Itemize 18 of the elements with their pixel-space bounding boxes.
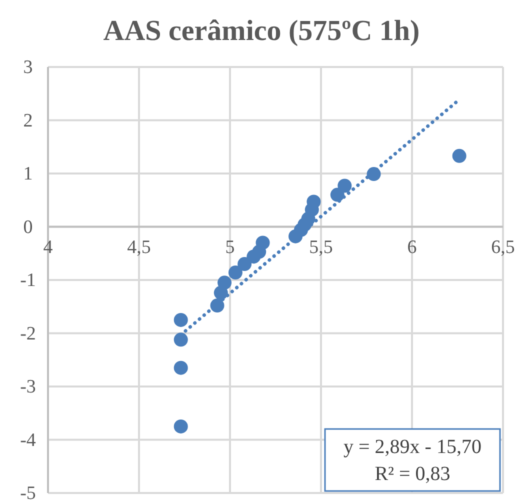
y-tick-label: 2 [23, 110, 33, 132]
x-tick-label: 4 [43, 236, 54, 258]
chart-title: AAS cerâmico (575ºC 1h) [103, 15, 420, 47]
y-tick-label: -3 [20, 376, 36, 398]
annotation: R² = 0,83 [374, 463, 450, 485]
x-tick-label: 5,5 [309, 236, 333, 258]
x-tick-label: 4,5 [127, 236, 151, 258]
annotation: y = 2,89x - 15,70 [344, 436, 482, 458]
y-tick-label: 3 [23, 57, 33, 78]
y-tick-label: 0 [23, 216, 33, 238]
y-tick-label: -2 [20, 323, 36, 344]
y-tick-label: -4 [20, 430, 36, 451]
x-tick-label: 6 [407, 236, 417, 258]
y-tick-label: -5 [20, 483, 36, 502]
y-tick-label: -1 [20, 270, 36, 291]
y-tick-label: 1 [23, 164, 33, 184]
x-tick-label: 6,5 [491, 236, 515, 258]
x-tick-label: 5 [225, 236, 235, 258]
